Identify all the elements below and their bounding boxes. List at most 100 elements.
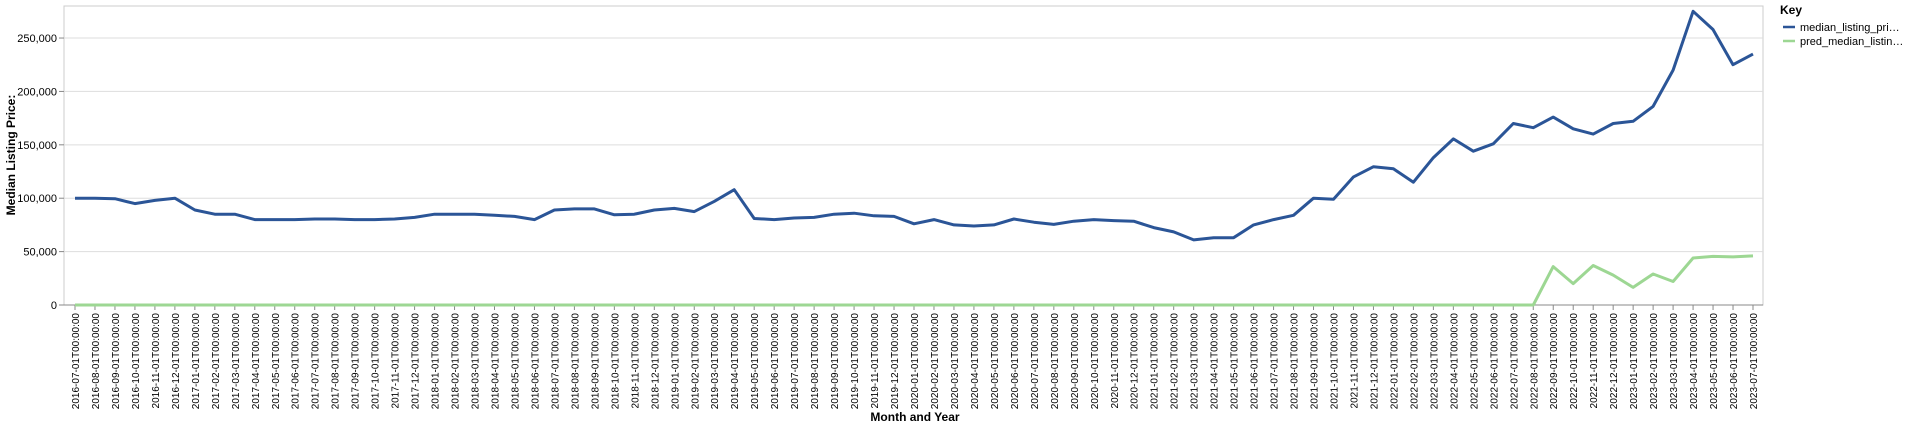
x-tick-label: 2019-04-01T00:00:00	[730, 313, 741, 410]
y-axis-title: Median Listing Price:	[4, 95, 18, 216]
x-tick-label: 2023-06-01T00:00:00	[1729, 313, 1740, 410]
x-tick-label: 2020-03-01T00:00:00	[950, 313, 961, 410]
x-tick-label: 2021-08-01T00:00:00	[1290, 313, 1301, 410]
x-tick-label: 2017-09-01T00:00:00	[351, 313, 362, 410]
x-tick-label: 2022-08-01T00:00:00	[1529, 313, 1540, 410]
x-tick-label: 2022-12-01T00:00:00	[1609, 313, 1620, 410]
x-tick-label: 2022-03-01T00:00:00	[1429, 313, 1440, 410]
x-tick-label: 2018-06-01T00:00:00	[530, 313, 541, 410]
legend-title: Key	[1780, 3, 1802, 17]
x-tick-label: 2021-10-01T00:00:00	[1330, 313, 1341, 410]
x-tick-label: 2019-09-01T00:00:00	[830, 313, 841, 410]
x-tick-label: 2020-12-01T00:00:00	[1130, 313, 1141, 410]
x-tick-label: 2022-09-01T00:00:00	[1549, 313, 1560, 410]
x-tick-label: 2021-09-01T00:00:00	[1310, 313, 1321, 410]
x-tick-label: 2021-06-01T00:00:00	[1250, 313, 1261, 410]
x-tick-label: 2017-04-01T00:00:00	[251, 313, 262, 410]
x-tick-label: 2018-01-01T00:00:00	[431, 313, 442, 410]
x-tick-label: 2016-09-01T00:00:00	[111, 313, 122, 410]
x-tick-label: 2023-03-01T00:00:00	[1669, 313, 1680, 410]
x-tick-label: 2018-11-01T00:00:00	[630, 313, 641, 409]
x-tick-label: 2019-11-01T00:00:00	[870, 313, 881, 409]
x-tick-label: 2019-12-01T00:00:00	[890, 313, 901, 410]
x-tick-label: 2021-03-01T00:00:00	[1190, 313, 1201, 410]
x-tick-label: 2018-12-01T00:00:00	[650, 313, 661, 410]
x-tick-label: 2018-09-01T00:00:00	[590, 313, 601, 410]
x-tick-label: 2020-07-01T00:00:00	[1030, 313, 1041, 410]
x-tick-label: 2021-12-01T00:00:00	[1369, 313, 1380, 410]
x-tick-label: 2019-07-01T00:00:00	[790, 313, 801, 410]
x-tick-label: 2023-01-01T00:00:00	[1629, 313, 1640, 410]
x-tick-label: 2019-02-01T00:00:00	[690, 313, 701, 410]
x-tick-label: 2023-07-01T00:00:00	[1749, 313, 1760, 410]
x-tick-label: 2017-05-01T00:00:00	[271, 313, 282, 410]
x-tick-label: 2017-08-01T00:00:00	[331, 313, 342, 410]
x-tick-label: 2016-08-01T00:00:00	[91, 313, 102, 410]
x-tick-label: 2019-03-01T00:00:00	[710, 313, 721, 410]
series-line	[75, 9, 1754, 242]
x-tick-label: 2018-03-01T00:00:00	[471, 313, 482, 410]
x-tick-label: 2022-02-01T00:00:00	[1409, 313, 1420, 410]
x-tick-label: 2021-05-01T00:00:00	[1230, 313, 1241, 410]
x-tick-label: 2021-01-01T00:00:00	[1150, 313, 1161, 410]
x-tick-label: 2017-07-01T00:00:00	[311, 313, 322, 410]
x-tick-label: 2023-02-01T00:00:00	[1649, 313, 1660, 410]
y-tick-label: 200,000	[17, 86, 57, 98]
plot-area	[63, 5, 1764, 306]
x-tick-label: 2023-05-01T00:00:00	[1709, 313, 1720, 410]
x-tick-label: 2020-10-01T00:00:00	[1090, 313, 1101, 410]
x-tick-label: 2020-06-01T00:00:00	[1010, 313, 1021, 410]
x-tick-label: 2017-10-01T00:00:00	[371, 313, 382, 410]
x-tick-label: 2016-12-01T00:00:00	[171, 313, 182, 410]
x-tick-label: 2016-10-01T00:00:00	[131, 313, 142, 410]
x-tick-label: 2017-02-01T00:00:00	[211, 313, 222, 410]
legend-label: median_listing_pri…	[1800, 22, 1900, 34]
y-tick-label: 250,000	[17, 33, 57, 45]
x-tick-label: 2020-02-01T00:00:00	[930, 313, 941, 410]
x-tick-label: 2019-05-01T00:00:00	[750, 313, 761, 410]
x-tick-label: 2020-08-01T00:00:00	[1050, 313, 1061, 410]
x-tick-label: 2018-04-01T00:00:00	[491, 313, 502, 410]
series-line	[75, 254, 1754, 307]
x-tick-label: 2019-06-01T00:00:00	[770, 313, 781, 410]
x-tick-label: 2020-11-01T00:00:00	[1110, 313, 1121, 409]
x-tick-label: 2022-04-01T00:00:00	[1449, 313, 1460, 410]
x-tick-label: 2018-07-01T00:00:00	[550, 313, 561, 410]
y-tick-label: 100,000	[17, 193, 57, 205]
x-tick-label: 2022-10-01T00:00:00	[1569, 313, 1580, 410]
x-tick-label: 2017-01-01T00:00:00	[191, 313, 202, 410]
y-tick-label: 50,000	[23, 247, 57, 259]
x-tick-label: 2019-08-01T00:00:00	[810, 313, 821, 410]
x-tick-label: 2022-11-01T00:00:00	[1589, 313, 1600, 409]
x-tick-label: 2018-05-01T00:00:00	[510, 313, 521, 410]
x-tick-label: 2020-09-01T00:00:00	[1070, 313, 1081, 410]
x-tick-label: 2022-01-01T00:00:00	[1389, 313, 1400, 410]
x-tick-label: 2022-06-01T00:00:00	[1489, 313, 1500, 410]
x-tick-label: 2018-08-01T00:00:00	[570, 313, 581, 410]
x-tick-label: 2021-07-01T00:00:00	[1270, 313, 1281, 410]
x-tick-label: 2017-11-01T00:00:00	[391, 313, 402, 409]
x-tick-label: 2018-10-01T00:00:00	[610, 313, 621, 410]
x-tick-label: 2022-05-01T00:00:00	[1469, 313, 1480, 410]
x-tick-label: 2018-02-01T00:00:00	[451, 313, 462, 410]
x-tick-label: 2022-07-01T00:00:00	[1509, 313, 1520, 410]
x-tick-label: 2019-10-01T00:00:00	[850, 313, 861, 410]
x-tick-label: 2020-05-01T00:00:00	[990, 313, 1001, 410]
x-tick-label: 2017-03-01T00:00:00	[231, 313, 242, 410]
y-tick-label: 150,000	[17, 140, 57, 152]
x-tick-label: 2021-04-01T00:00:00	[1210, 313, 1221, 410]
y-tick-label: 0	[51, 300, 57, 312]
x-tick-label: 2017-12-01T00:00:00	[411, 313, 422, 410]
x-tick-label: 2016-07-01T00:00:00	[71, 313, 82, 410]
x-tick-label: 2020-01-01T00:00:00	[910, 313, 921, 410]
x-tick-label: 2019-01-01T00:00:00	[670, 313, 681, 410]
legend-label: pred_median_listin…	[1800, 36, 1903, 48]
x-tick-label: 2017-06-01T00:00:00	[291, 313, 302, 410]
x-tick-label: 2021-02-01T00:00:00	[1170, 313, 1181, 410]
x-tick-label: 2023-04-01T00:00:00	[1689, 313, 1700, 410]
x-tick-label: 2020-04-01T00:00:00	[970, 313, 981, 410]
x-tick-label: 2021-11-01T00:00:00	[1349, 313, 1360, 409]
x-axis-title: Month and Year	[870, 410, 959, 424]
x-tick-label: 2016-11-01T00:00:00	[151, 313, 162, 409]
